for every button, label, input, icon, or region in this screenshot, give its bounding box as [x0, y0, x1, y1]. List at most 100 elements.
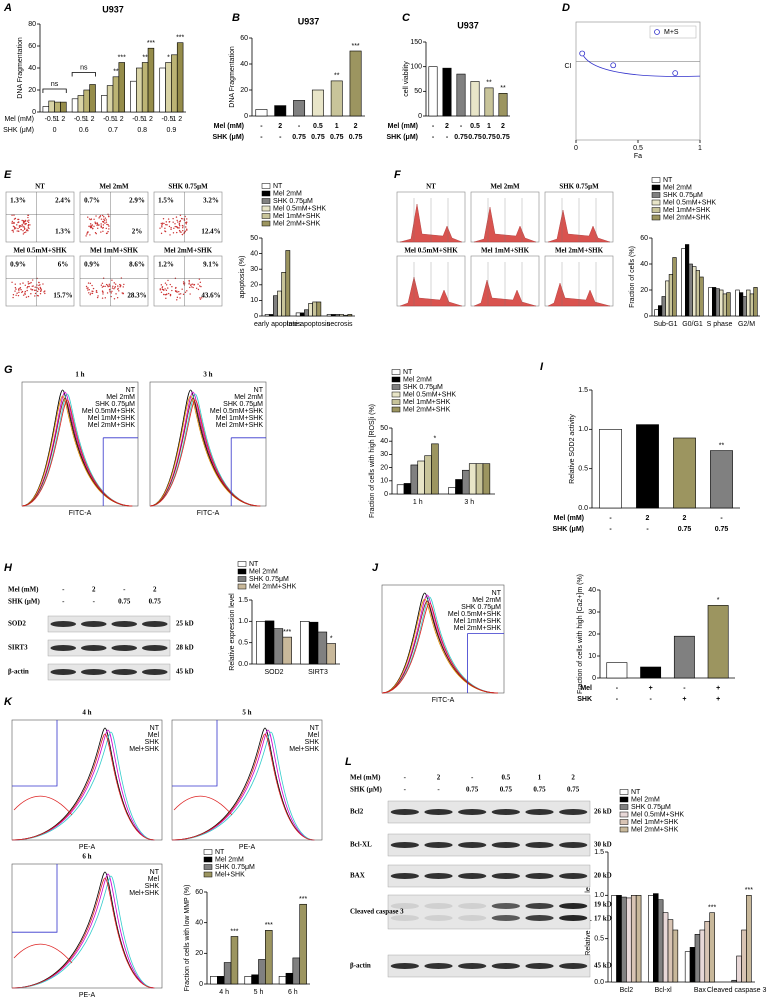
bar [159, 67, 166, 113]
chart-title: U937 [457, 20, 479, 30]
bar [640, 666, 662, 679]
gate [467, 633, 504, 693]
legend-label: SHK 0.75μM [223, 401, 263, 408]
dot [161, 223, 163, 226]
dot [176, 219, 178, 222]
dot [95, 222, 97, 224]
dot [19, 224, 21, 227]
x-tick-label: 6 h [288, 989, 298, 996]
y-axis-label: Relative expression level [229, 593, 236, 671]
legend-label: Mel 2mM [472, 597, 501, 604]
dot [114, 285, 116, 288]
y-tick-label: 0 [592, 675, 596, 682]
bar [662, 912, 669, 983]
dot [91, 284, 93, 287]
bar [673, 635, 695, 679]
dot [107, 285, 109, 288]
band [458, 915, 487, 921]
bar [699, 929, 706, 983]
band [525, 915, 554, 921]
x-tick-label: Sub-G1 [653, 321, 677, 328]
dot [121, 292, 123, 294]
bar [653, 893, 659, 983]
dot [177, 221, 179, 223]
dot [172, 217, 174, 220]
legend-label: NT [126, 387, 136, 394]
dot [162, 289, 165, 291]
dot [118, 290, 120, 292]
bar [741, 929, 747, 983]
bar [684, 244, 690, 317]
dot [96, 223, 99, 225]
dot [165, 221, 167, 223]
histogram [473, 279, 537, 307]
histogram-curve [149, 395, 261, 507]
band [50, 621, 77, 627]
data-point [672, 70, 679, 77]
y-tick-label: 1.0 [578, 426, 588, 433]
bar [130, 80, 137, 113]
legend-swatch [261, 190, 271, 197]
dot [39, 284, 41, 286]
bar [470, 81, 480, 117]
bar [176, 42, 184, 113]
dot [40, 289, 43, 291]
dot [184, 215, 186, 218]
x-axis-label: Fa [634, 153, 642, 160]
plot-title: NT [426, 183, 436, 191]
dot [171, 286, 173, 288]
row-label: + [682, 696, 686, 703]
bar [308, 303, 313, 317]
dot [44, 292, 46, 295]
legend-marker [654, 29, 660, 35]
band [458, 873, 487, 879]
legend-label: SHK 0.75μM [461, 604, 501, 611]
dot [113, 282, 115, 284]
dot [199, 281, 202, 284]
bar [48, 100, 55, 113]
x-axis-label: PE-A [239, 844, 256, 851]
plot-title: Mel 2mM [99, 183, 129, 191]
quadrant-label: 2.9% [129, 197, 145, 205]
dot [26, 228, 28, 231]
x-axis-label: PE-A [79, 844, 96, 851]
bar [654, 309, 659, 317]
bar [244, 976, 252, 985]
dot [102, 224, 105, 226]
shoulder-curve [13, 943, 73, 964]
dot [18, 289, 20, 291]
dot [30, 281, 32, 284]
dot [117, 288, 119, 290]
x-tick-label: Bax [694, 987, 707, 994]
dot [102, 226, 104, 229]
x-tick-label: 0 [574, 145, 578, 152]
dot [14, 228, 16, 230]
quadrant-label: 8.6% [129, 261, 145, 269]
legend-swatch [651, 184, 661, 191]
y-tick-label: 40 [28, 65, 36, 72]
dot [103, 219, 106, 222]
band [390, 842, 419, 848]
band [491, 873, 520, 879]
dot [100, 231, 102, 233]
legend-swatch [391, 369, 401, 375]
legend-label: Mel 0.5mM+SHK [210, 408, 263, 415]
band [491, 842, 520, 848]
row-label: - [609, 515, 612, 522]
bar [661, 296, 666, 317]
dot [24, 293, 26, 295]
y-axis-label: Fraction of cells with high [Ca2+]m (%) [577, 574, 584, 694]
dot [33, 289, 36, 292]
legend-label: Mel 0.5mM+SHK [82, 408, 135, 415]
legend-box [649, 25, 697, 39]
legend-label: Mel 1mM+SHK [631, 819, 679, 826]
y-tick-label: 20 [240, 87, 248, 94]
legend-label: Mel 2mM+SHK [273, 220, 321, 227]
bar [299, 903, 307, 985]
dot [20, 228, 22, 231]
dot [14, 217, 17, 220]
dot [38, 281, 40, 284]
x-tick-label: 1 [698, 145, 702, 152]
dot [103, 218, 105, 221]
legend-swatch [651, 177, 661, 183]
